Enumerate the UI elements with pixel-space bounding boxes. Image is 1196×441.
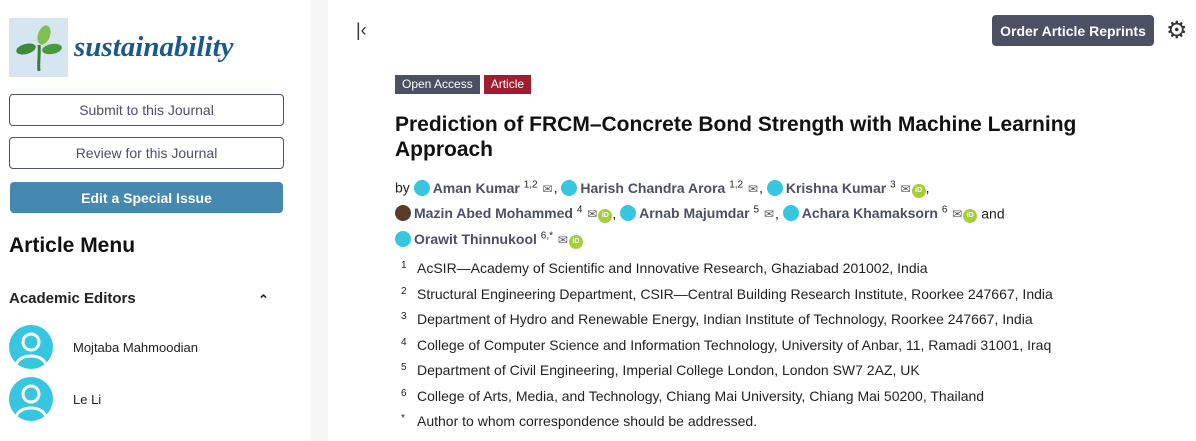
author[interactable]: Krishna Kumar 3 ✉ iD <box>766 179 926 198</box>
author-affiliation-mark: 4 <box>576 204 583 216</box>
email-icon[interactable]: ✉ <box>542 181 553 196</box>
author-affiliation-mark: 6,* <box>540 230 554 242</box>
submit-button[interactable]: Submit to this Journal <box>9 94 284 126</box>
email-icon[interactable]: ✉ <box>557 232 568 247</box>
email-icon[interactable]: ✉ <box>952 207 963 222</box>
email-icon[interactable]: ✉ <box>748 181 759 196</box>
affiliation-mark: 2 <box>401 285 407 297</box>
affiliation-mark: 5 <box>401 362 407 373</box>
by-label: by <box>395 179 410 196</box>
author-name[interactable]: Arnab Majumdar <box>639 205 750 222</box>
sidebar: sustainability Submit to this Journal Re… <box>0 0 311 441</box>
affiliation-item: 4 College of Computer Science and Informa… <box>401 337 1053 363</box>
gear-icon[interactable]: ⚙ <box>1166 17 1188 44</box>
orcid-icon[interactable]: iD <box>911 183 926 198</box>
affiliation-mark: 3 <box>401 311 407 322</box>
affiliation-mark: 1 <box>401 260 407 271</box>
order-reprints-button[interactable]: Order Article Reprints <box>992 15 1154 46</box>
author-name[interactable]: Orawit Thinnukool <box>414 230 537 247</box>
user-icon <box>766 179 783 196</box>
author-name[interactable]: Krishna Kumar <box>785 179 887 196</box>
affiliation-item: * Author to whom correspondence should be… <box>401 413 1053 439</box>
author[interactable]: Harish Chandra Arora 1,2 ✉ <box>561 179 759 196</box>
author-name[interactable]: Achara Khamaksorn <box>801 205 938 222</box>
orcid-icon[interactable]: iD <box>598 209 613 224</box>
author[interactable]: Aman Kumar 1,2 ✉ <box>413 179 554 196</box>
collapse-sidebar-icon[interactable]: |‹ <box>356 20 367 40</box>
scrollbar-gutter <box>311 0 328 441</box>
main-content: |‹ Order Article Reprints ⚙ Open Access … <box>328 0 1196 441</box>
author-name[interactable]: Aman Kumar <box>432 179 520 196</box>
author-photo <box>395 205 411 222</box>
article-type-badge: Article <box>483 75 532 94</box>
email-icon[interactable]: ✉ <box>587 207 598 222</box>
affiliation-item: 3 Department of Hydro and Renewable Energ… <box>401 311 1053 337</box>
edit-special-issue-button[interactable]: Edit a Special Issue <box>10 182 283 213</box>
affiliation-text: Department of Hydro and Renewable Energy… <box>417 311 1033 327</box>
user-icon <box>561 179 578 196</box>
author-affiliation-mark: 6 <box>941 204 948 216</box>
affiliation-text: College of Arts, Media, and Technology, … <box>417 387 985 404</box>
leaf-logo-icon <box>9 18 68 77</box>
affiliation-text: Department of Civil Engineering, Imperia… <box>417 362 920 378</box>
author[interactable]: Mazin Abed Mohammed 4 ✉ iD <box>395 204 613 224</box>
author-affiliation-mark: 1,2 <box>729 179 744 190</box>
chevron-up-icon[interactable]: ⌃ <box>258 292 269 307</box>
affiliation-item: 1 AcSIR—Academy of Scientific and Innovat… <box>401 260 1053 286</box>
author-list: by Aman Kumar 1,2 ✉, Harish Chandra Aror… <box>395 179 1005 249</box>
affiliation-mark: 6 <box>401 387 407 399</box>
orcid-icon[interactable]: iD <box>963 209 978 224</box>
review-button[interactable]: Review for this Journal <box>9 137 284 169</box>
article-title: Prediction of FRCM–Concrete Bond Strengt… <box>395 113 1077 161</box>
author-affiliation-mark: 3 <box>890 179 896 190</box>
editor-name: Mojtaba Mahmoodian <box>73 339 199 355</box>
open-access-badge: Open Access <box>395 75 480 94</box>
author[interactable]: Arnab Majumdar 5 ✉ <box>620 204 775 222</box>
journal-logo[interactable]: sustainability <box>9 18 234 77</box>
email-icon[interactable]: ✉ <box>763 207 774 222</box>
user-avatar-icon <box>9 377 53 421</box>
affiliation-text: Author to whom correspondence should be … <box>417 413 758 429</box>
orcid-icon[interactable]: iD <box>568 234 583 249</box>
author[interactable]: Achara Khamaksorn 6 ✉ iD <box>782 204 978 224</box>
user-icon <box>620 205 637 222</box>
affiliation-item: 5 Department of Civil Engineering, Imperi… <box>401 362 1053 388</box>
author[interactable]: Orawit Thinnukool 6,* ✉ iD <box>395 230 583 249</box>
journal-name: sustainability <box>74 31 234 63</box>
editor-name: Le Li <box>73 391 102 407</box>
author-affiliation-mark: 5 <box>753 204 760 216</box>
author-name[interactable]: Mazin Abed Mohammed <box>414 205 573 222</box>
article-menu-title: Article Menu <box>9 234 136 257</box>
user-icon <box>413 179 430 196</box>
user-icon <box>395 230 411 247</box>
editor-item[interactable]: Mojtaba Mahmoodian <box>9 325 198 369</box>
author-affiliation-mark: 1,2 <box>523 179 538 190</box>
affiliation-text: Structural Engineering Department, CSIR—… <box>417 285 1053 302</box>
affiliation-mark: * <box>401 413 405 424</box>
author-name[interactable]: Harish Chandra Arora <box>580 179 726 196</box>
affiliation-item: 2 Structural Engineering Department, CSIR… <box>401 286 1053 312</box>
affiliation-item: 6 College of Arts, Media, and Technology,… <box>401 388 1053 414</box>
affiliation-text: College of Computer Science and Informat… <box>417 336 1052 353</box>
email-icon[interactable]: ✉ <box>900 181 911 196</box>
affiliation-text: AcSIR—Academy of Scientific and Innovati… <box>417 260 928 276</box>
editor-item[interactable]: Le Li <box>9 377 101 421</box>
affiliation-mark: 4 <box>401 336 407 348</box>
user-avatar-icon <box>9 325 53 369</box>
academic-editors-title[interactable]: Academic Editors <box>9 290 136 307</box>
and-label: and <box>981 205 1005 222</box>
affiliations: 1 AcSIR—Academy of Scientific and Innovat… <box>401 260 1053 439</box>
user-icon <box>782 205 799 222</box>
